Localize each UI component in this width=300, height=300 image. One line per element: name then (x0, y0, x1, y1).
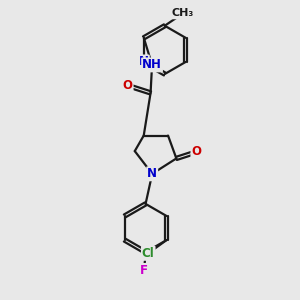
Text: N: N (139, 56, 149, 68)
Text: F: F (140, 264, 148, 277)
Text: N: N (147, 167, 157, 180)
Text: O: O (191, 146, 201, 158)
Text: CH₃: CH₃ (172, 8, 194, 18)
Text: NH: NH (142, 58, 162, 71)
Text: O: O (123, 79, 133, 92)
Text: Cl: Cl (142, 247, 155, 260)
